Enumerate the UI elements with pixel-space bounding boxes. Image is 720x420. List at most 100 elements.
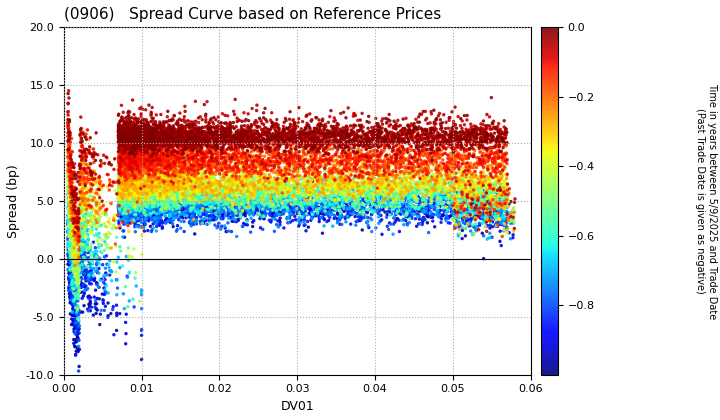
Point (143, 170, 155, 177)
Point (410, 198, 422, 205)
Point (122, 200, 133, 207)
Point (127, 199, 139, 205)
Point (358, 197, 369, 204)
Point (238, 199, 249, 206)
Point (492, 164, 503, 171)
Point (140, 169, 151, 176)
Point (125, 138, 136, 144)
Point (287, 182, 299, 189)
Point (103, 261, 114, 268)
Point (362, 214, 374, 221)
Point (353, 213, 364, 220)
Point (202, 140, 214, 147)
Point (485, 212, 496, 218)
Point (303, 180, 315, 187)
Point (281, 196, 292, 203)
Point (390, 200, 402, 206)
Point (156, 220, 168, 226)
Point (244, 187, 256, 194)
Point (318, 195, 330, 202)
Point (377, 195, 389, 202)
Point (216, 198, 228, 205)
Point (455, 169, 467, 176)
Point (426, 197, 438, 204)
Point (452, 178, 464, 185)
Point (345, 181, 356, 187)
Point (265, 177, 276, 184)
Point (357, 211, 369, 218)
Point (392, 158, 403, 165)
Point (234, 129, 246, 136)
Point (146, 177, 158, 184)
Point (491, 125, 503, 132)
Point (244, 176, 256, 183)
Point (235, 188, 247, 194)
Point (481, 194, 492, 200)
Point (228, 184, 240, 191)
Point (496, 192, 508, 199)
Point (145, 161, 156, 168)
Point (138, 200, 149, 207)
Point (215, 193, 226, 199)
Point (300, 196, 312, 203)
Point (312, 179, 324, 186)
Point (379, 181, 391, 188)
Point (199, 196, 211, 202)
Point (206, 168, 217, 175)
Point (131, 159, 143, 165)
Point (248, 184, 260, 190)
Point (348, 176, 359, 182)
Point (441, 119, 452, 126)
Point (345, 181, 356, 188)
Point (410, 157, 421, 163)
Point (197, 175, 209, 181)
Point (194, 142, 205, 149)
Point (181, 153, 192, 160)
Point (131, 197, 143, 204)
Point (395, 161, 406, 168)
Point (155, 134, 166, 141)
Point (299, 176, 310, 183)
Point (343, 174, 354, 181)
Point (452, 153, 464, 160)
Point (379, 126, 391, 133)
Point (63, 270, 75, 277)
Point (328, 188, 339, 195)
Point (166, 130, 178, 137)
Point (210, 133, 222, 140)
Point (137, 135, 148, 142)
Point (89, 174, 100, 181)
Point (438, 178, 450, 184)
Point (77, 257, 89, 263)
Point (215, 196, 226, 203)
Point (186, 195, 198, 202)
Point (146, 140, 158, 147)
Point (492, 177, 503, 184)
Point (72, 239, 84, 246)
Point (132, 135, 143, 142)
Point (140, 212, 152, 218)
Point (137, 174, 148, 181)
Point (66, 176, 78, 182)
Point (130, 161, 141, 168)
Point (84, 202, 95, 209)
Point (159, 187, 171, 194)
Point (322, 206, 333, 213)
Point (384, 188, 396, 195)
Point (256, 193, 268, 200)
Point (497, 217, 508, 224)
Point (121, 207, 132, 213)
Point (324, 146, 336, 152)
Point (292, 160, 304, 167)
Point (473, 213, 485, 220)
Point (146, 159, 158, 165)
Point (170, 193, 181, 199)
Point (496, 173, 508, 180)
Point (125, 161, 136, 168)
Point (225, 177, 236, 184)
Point (63, 223, 74, 230)
Point (144, 158, 156, 164)
Point (176, 171, 188, 178)
Point (145, 134, 156, 141)
Point (223, 204, 235, 210)
